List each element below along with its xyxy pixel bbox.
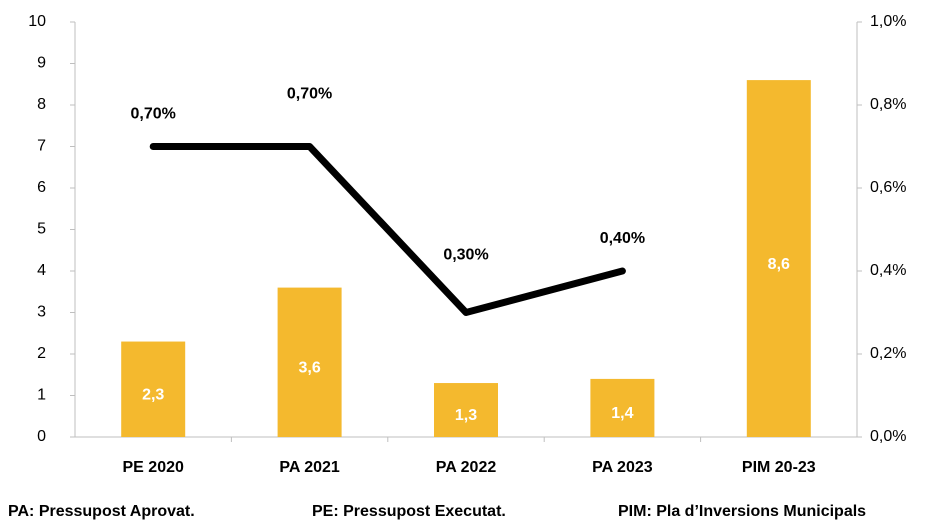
line	[149, 143, 626, 316]
bar-label: 1,3	[455, 407, 477, 424]
y-tick-label: 1	[37, 387, 46, 404]
line-label: 0,40%	[600, 230, 645, 247]
y2-tick-label: 0,0%	[870, 428, 906, 445]
line-label: 0,70%	[131, 106, 176, 123]
line-label: 0,70%	[287, 86, 332, 103]
y-tick-label: 0	[37, 428, 46, 445]
footnote: PIM: Pla d’Inversions Municipals	[618, 503, 866, 520]
x-tick-label: PA 2023	[592, 459, 653, 476]
y-tick-label: 5	[37, 221, 46, 238]
bar	[590, 378, 655, 437]
y-tick-label: 7	[37, 138, 46, 155]
y-tick-label: 2	[37, 345, 46, 362]
y-tick-label: 6	[37, 179, 46, 196]
y2-tick-label: 0,4%	[870, 262, 906, 279]
bar-label: 1,4	[611, 405, 633, 422]
y-tick-label: 3	[37, 304, 46, 321]
y2-tick-label: 0,6%	[870, 179, 906, 196]
bar	[746, 80, 811, 437]
y2-tick-label: 0,8%	[870, 96, 906, 113]
footnote: PA: Pressupost Aprovat.	[8, 503, 195, 520]
y-tick-label: 10	[28, 13, 46, 30]
y2-tick-label: 1,0%	[870, 13, 906, 30]
bar-label: 8,6	[768, 256, 790, 273]
x-tick-label: PA 2022	[436, 459, 497, 476]
bar-label: 3,6	[298, 360, 320, 377]
bar	[277, 287, 342, 437]
bar	[434, 383, 498, 437]
y-tick-label: 9	[37, 55, 46, 72]
bar-label: 2,3	[142, 386, 164, 403]
x-tick-label: PIM 20-23	[742, 459, 816, 476]
line-label: 0,30%	[443, 247, 488, 264]
bar	[121, 341, 186, 437]
x-tick-label: PA 2021	[279, 459, 340, 476]
y2-tick-label: 0,2%	[870, 345, 906, 362]
x-tick-label: PE 2020	[123, 459, 184, 476]
y-tick-label: 4	[37, 262, 46, 279]
footnote: PE: Pressupost Executat.	[312, 503, 506, 520]
y-tick-label: 8	[37, 96, 46, 113]
